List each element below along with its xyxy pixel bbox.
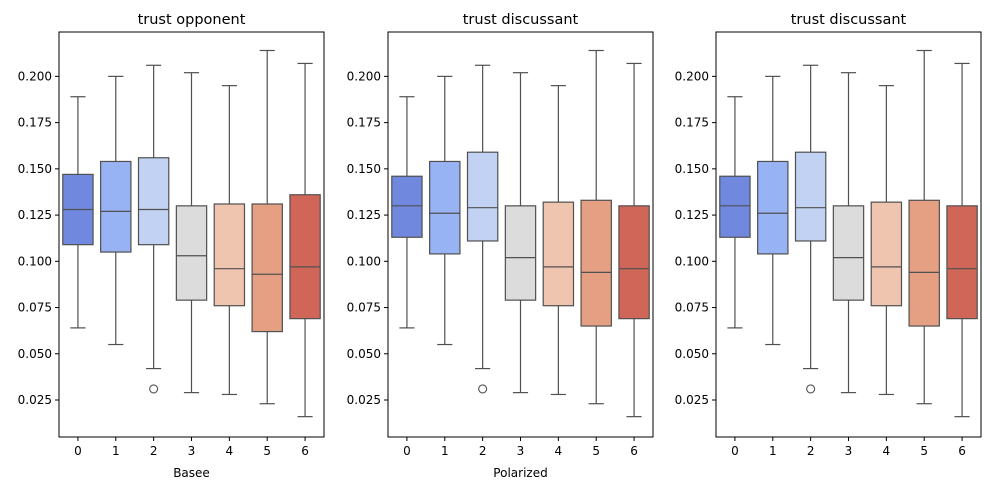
chart-title: trust discussant: [463, 12, 579, 28]
box-body: [429, 160, 461, 255]
x-tick-label: 3: [188, 444, 196, 458]
x-tick-label: 1: [112, 444, 120, 458]
x-tick-label: 0: [731, 444, 739, 458]
x-tick-label: 0: [74, 444, 82, 458]
y-tick-label: 0.150: [675, 162, 709, 176]
y-tick-label: 0.150: [347, 162, 381, 176]
y-tick-label: 0.050: [347, 347, 381, 361]
box-2: [466, 64, 499, 394]
x-tick-label: 5: [263, 444, 271, 458]
box-5: [580, 49, 612, 405]
box-4: [870, 85, 903, 396]
x-tick-label: 6: [958, 444, 966, 458]
box-1: [757, 75, 789, 346]
x-tick-label: 1: [769, 444, 777, 458]
x-tick-label: 3: [517, 444, 525, 458]
box-5: [908, 49, 940, 405]
box-body: [794, 151, 827, 242]
y-tick-label: 0.100: [18, 254, 52, 268]
y-tick-label: 0.125: [675, 208, 709, 222]
box-body: [832, 205, 865, 301]
box-0: [719, 96, 751, 329]
box-2: [137, 64, 170, 394]
x-axis-label: Basee: [173, 466, 210, 480]
y-tick-label: 0.050: [675, 347, 709, 361]
box-4: [213, 85, 246, 396]
x-tick-label: 3: [845, 444, 853, 458]
y-tick-label: 0.025: [18, 393, 52, 407]
x-tick-label: 4: [226, 444, 234, 458]
y-tick-label: 0.175: [347, 116, 381, 130]
box-body: [213, 203, 246, 307]
y-tick-label: 0.050: [18, 347, 52, 361]
y-tick-label: 0.075: [18, 301, 52, 315]
box-body: [580, 199, 612, 327]
box-2: [794, 64, 827, 394]
outlier-point: [149, 384, 159, 394]
chart-panel-1: 0.025 0.050 0.075 0.100 0.125 0.150 0.175 0.200…: [18, 12, 325, 480]
x-tick-label: 6: [630, 444, 638, 458]
x-tick-label: 2: [150, 444, 158, 458]
x-axis-label: Polarized: [493, 466, 547, 480]
y-tick-label: 0.175: [18, 116, 52, 130]
box-3: [504, 72, 537, 394]
x-tick-label: 5: [920, 444, 928, 458]
chart-panel-3: 0.025 0.050 0.075 0.100 0.125 0.150 0.175 0.200…: [675, 12, 982, 458]
box-body: [175, 205, 208, 301]
box-body: [757, 160, 789, 255]
box-0: [62, 96, 94, 329]
box-5: [251, 49, 283, 405]
box-body: [251, 203, 283, 333]
y-tick-label: 0.100: [347, 254, 381, 268]
box-3: [832, 72, 865, 394]
box-6: [946, 62, 978, 418]
box-body: [870, 201, 903, 307]
chart-title: trust discussant: [791, 12, 907, 28]
x-tick-label: 4: [555, 444, 563, 458]
box-4: [542, 85, 575, 396]
y-tick-label: 0.125: [18, 208, 52, 222]
box-1: [100, 75, 132, 346]
box-body: [719, 175, 751, 238]
y-tick-label: 0.125: [347, 208, 381, 222]
box-6: [289, 62, 321, 418]
box-body: [137, 157, 170, 246]
y-tick-label: 0.200: [18, 69, 52, 83]
box-1: [429, 75, 461, 346]
box-body: [946, 205, 978, 320]
y-tick-label: 0.150: [18, 162, 52, 176]
y-tick-label: 0.025: [675, 393, 709, 407]
box-3: [175, 72, 208, 394]
y-tick-label: 0.175: [675, 116, 709, 130]
x-tick-label: 4: [883, 444, 891, 458]
x-tick-label: 5: [592, 444, 600, 458]
box-body: [289, 194, 321, 320]
x-tick-label: 0: [403, 444, 411, 458]
x-tick-label: 2: [479, 444, 487, 458]
x-tick-label: 1: [441, 444, 449, 458]
y-tick-label: 0.075: [675, 301, 709, 315]
y-tick-label: 0.075: [347, 301, 381, 315]
x-tick-label: 2: [807, 444, 815, 458]
box-body: [100, 160, 132, 253]
box-6: [618, 62, 650, 418]
box-body: [391, 175, 423, 238]
box-body: [542, 201, 575, 307]
box-body: [504, 205, 537, 301]
outlier-point: [806, 384, 816, 394]
x-tick-label: 6: [301, 444, 309, 458]
box-0: [391, 96, 423, 329]
y-tick-label: 0.200: [675, 69, 709, 83]
y-tick-label: 0.025: [347, 393, 381, 407]
outlier-point: [478, 384, 488, 394]
box-body: [908, 199, 940, 327]
chart-panel-2: 0.025 0.050 0.075 0.100 0.125 0.150 0.175 0.200…: [347, 12, 654, 480]
box-body: [618, 205, 650, 320]
y-tick-label: 0.100: [675, 254, 709, 268]
y-tick-label: 0.200: [347, 69, 381, 83]
chart-title: trust opponent: [138, 12, 246, 28]
box-body: [466, 151, 499, 242]
